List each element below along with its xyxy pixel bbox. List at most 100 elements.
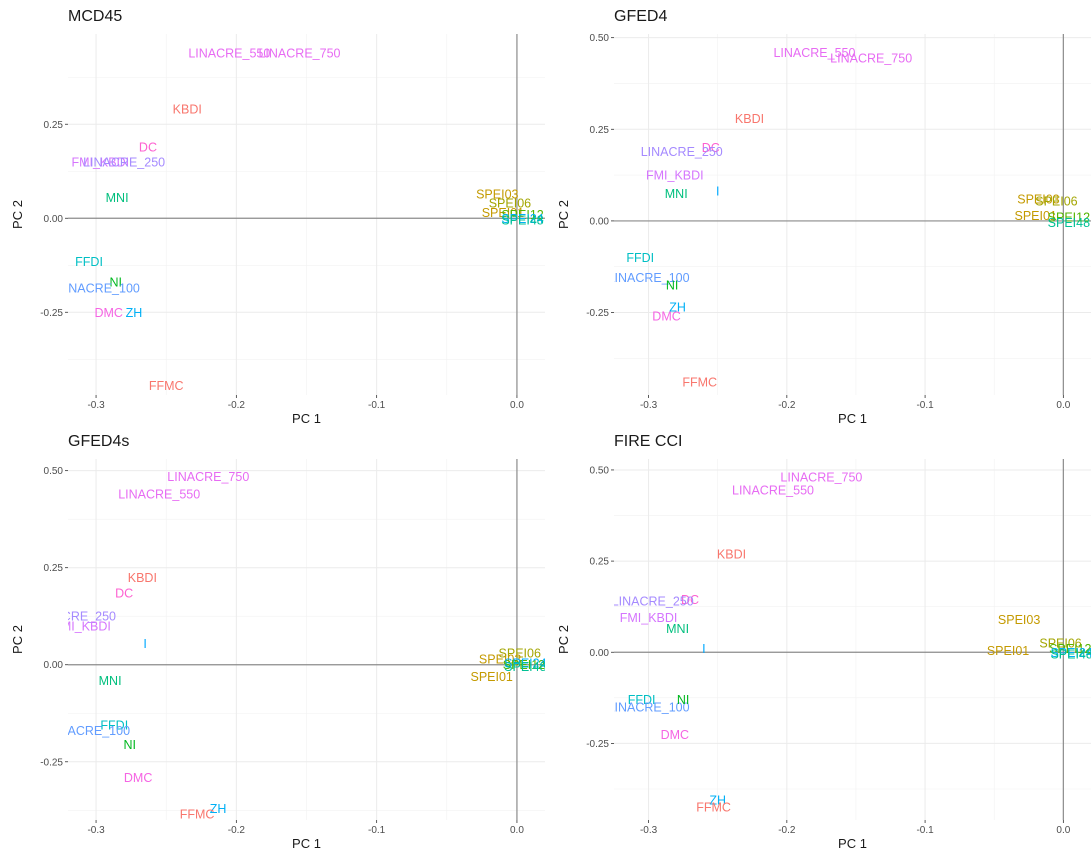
x-axis-title: PC 1 [838,411,867,425]
x-tick-label: -0.1 [368,400,386,411]
point-label: FFDI [100,718,128,732]
y-tick-label: 0.50 [44,466,64,477]
x-tick-label: 0.0 [1056,400,1070,411]
point-label: MNI [106,191,129,205]
y-tick-label: 0.00 [590,648,610,659]
point-label: MNI [666,622,689,636]
point-label: ZH [126,306,143,320]
x-tick-label: -0.1 [916,825,934,836]
point-label: SPEI48 [501,214,543,228]
point-label: LINACRE_750 [258,46,340,60]
minor-gridlines [68,34,545,395]
x-tick-label: 0.0 [510,400,524,411]
chart-panel-1: MCD45 -0.3 -0.2 -0.1 0.0 0.25 0.00 -0.25 PC 1 PC… [0,0,545,425]
point-label: SPEI03 [479,652,521,666]
point-label: SPEI06 [499,647,541,661]
point-label: DC [702,141,720,155]
point-label: LINACRE_100 [58,281,140,295]
point-label: KBDI [717,547,746,561]
y-tick-label: 0.25 [44,563,64,574]
point-label: MNI [99,674,122,688]
point-label: ZH [669,301,686,315]
pca-scatter-plot: -0.3 -0.2 -0.1 0.0 0.50 0.25 0.00 -0.25 PC 1 PC 2… [10,459,545,850]
point-label: SPEI03 [476,187,518,201]
y-tick-label: 0.25 [590,125,610,136]
chart-title: MCD45 [68,8,123,25]
point-label: SPEI48 [504,660,545,674]
point-label: SPEI24 [501,212,543,226]
point-label: FFMC [149,379,184,393]
point-label: FFDI [75,255,103,269]
y-tick-label: 0.50 [590,33,610,44]
point-label: I [702,642,705,656]
point-label: LINACRE_100 [48,724,130,738]
y-tick-label: 0.25 [44,120,64,131]
point-label: NI [123,738,136,752]
y-tick-label: -0.25 [586,308,609,319]
point-label: SPEI03 [1017,192,1059,206]
x-tick-label: -0.1 [368,825,386,836]
point-label: DC [681,593,699,607]
x-tick-label: 0.0 [1056,825,1070,836]
point-label: FFMC [180,808,215,822]
x-axis-title: PC 1 [292,836,321,850]
y-tick-label: -0.25 [40,757,63,768]
point-label: FMI_KBDI [620,611,678,625]
point-label: I [716,184,719,198]
chart-panel-4: FIRE CCI -0.3 -0.2 -0.1 0.0 0.50 0.25 0.00 -0.2… [546,425,1091,850]
point-label: SPEI01 [482,206,524,220]
point-label: FFDI [628,693,656,707]
point-label: LINACRE_250 [641,145,723,159]
x-tick-label: -0.3 [87,825,105,836]
point-label: LINACRE_750 [830,51,912,65]
point-label: LINACRE_100 [608,271,690,285]
y-tick-label: 0.00 [44,214,64,225]
point-labels: LINACRE_750LINACRE_550KBDIDCLINACRE_250F… [34,470,545,822]
y-axis-title: PC 2 [10,200,25,229]
point-label: FFMC [696,801,731,815]
point-label: SPEI01 [987,644,1029,658]
minor-gridlines [614,34,1091,395]
point-label: SPEI12 [1049,642,1091,656]
chart-panel-2: GFED4 -0.3 -0.2 -0.1 0.0 0.50 0.25 0.00 -0.25 PC… [546,0,1091,425]
point-label: SPEI06 [1035,194,1077,208]
chart-title: GFED4s [68,433,130,450]
point-label: NI [666,279,679,293]
point-label: SPEI48 [1050,648,1091,662]
y-axis-title: PC 2 [556,200,571,229]
x-tick-label: 0.0 [510,825,524,836]
point-label: SPEI12 [501,208,543,222]
point-label: DMC [652,310,680,324]
point-labels: LINACRE_550LINACRE_750KBDIDCFMI_KBDILINA… [58,46,544,393]
y-tick-label: 0.50 [590,465,610,476]
point-label: KBDI [128,571,157,585]
y-axis-title: PC 2 [556,625,571,654]
point-label: SPEI12 [503,658,545,672]
y-tick-label: 0.25 [590,557,610,568]
x-axis-title: PC 1 [838,836,867,850]
point-label: FMI_KBDI [71,155,129,169]
pca-scatter-plot: -0.3 -0.2 -0.1 0.0 0.50 0.25 0.00 -0.25 PC 1 PC 2… [556,459,1091,850]
point-label: KBDI [173,103,202,117]
chart-title: GFED4 [614,8,668,25]
point-label: LINACRE_550 [188,46,270,60]
point-label: MNI [665,187,688,201]
point-label: SPEI06 [1039,637,1081,651]
x-tick-label: -0.2 [778,825,796,836]
y-tick-label: -0.25 [40,308,63,319]
point-label: DMC [661,728,689,742]
point-label: LINACRE_550 [118,487,200,501]
point-label: LINACRE_250 [83,155,165,169]
point-label: SPEI06 [489,197,531,211]
x-tick-label: -0.3 [640,825,658,836]
minor-gridlines [68,459,545,820]
x-tick-label: -0.2 [228,825,246,836]
point-label: LINACRE_550 [773,46,855,60]
point-label: ZH [709,793,726,807]
point-label: LINACRE_250 [34,610,116,624]
point-label: LINACRE_550 [732,483,814,497]
point-label: DMC [124,771,152,785]
y-tick-label: -0.25 [586,739,609,750]
point-label: DC [115,586,133,600]
